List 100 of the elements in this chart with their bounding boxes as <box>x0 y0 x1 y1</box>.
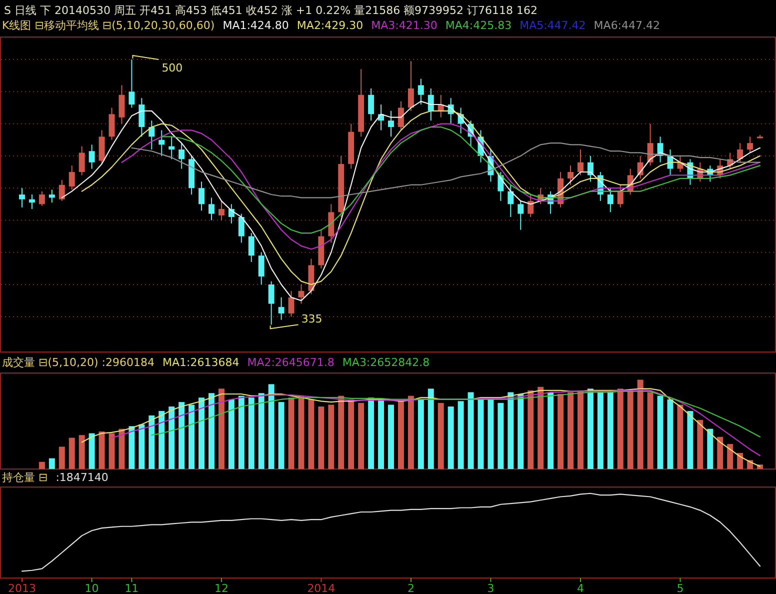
candlestick <box>388 110 394 138</box>
candlestick <box>268 280 274 326</box>
bar <box>637 380 644 469</box>
x-tick-label: 11 <box>124 582 139 594</box>
candlestick <box>128 59 135 108</box>
candlestick <box>118 84 125 124</box>
candlestick <box>617 184 624 208</box>
candlestick <box>607 188 614 213</box>
bar <box>667 399 674 469</box>
bar <box>38 462 45 469</box>
candlestick <box>19 188 25 208</box>
bar <box>158 410 165 469</box>
x-tick-label: 10 <box>84 582 99 594</box>
bar <box>228 399 234 469</box>
candlestick <box>248 232 254 262</box>
bar <box>568 392 574 469</box>
bar <box>617 388 624 469</box>
bar <box>98 432 105 469</box>
x-tick-label: 2013 <box>8 582 36 594</box>
candlestick <box>298 284 304 304</box>
candlestick <box>198 181 205 212</box>
candlestick <box>48 189 55 204</box>
x-tick-label: 12 <box>214 582 228 594</box>
legend-title: 持仓量 ⊟ <box>2 471 48 484</box>
bar <box>148 415 155 469</box>
bar <box>468 392 474 469</box>
candlestick <box>508 184 514 218</box>
candlestick <box>218 200 224 221</box>
bar <box>128 426 135 469</box>
candlestick <box>68 165 75 190</box>
candlestick <box>158 130 165 156</box>
bar <box>737 452 744 469</box>
candlestick <box>288 290 294 318</box>
candlestick <box>138 98 145 138</box>
bar <box>248 398 254 469</box>
bar <box>378 399 384 469</box>
bar <box>188 404 195 469</box>
legend: MA1:424.80 MA2:429.30 MA3:421.30 MA4:425.83 MA5:447.42 MA6:447.42 <box>222 19 660 32</box>
candlestick <box>208 197 214 221</box>
candlestick <box>398 100 404 131</box>
bar <box>607 390 614 469</box>
bar <box>178 402 185 469</box>
annotation: 500 <box>162 62 183 74</box>
bar <box>258 393 264 469</box>
bar <box>518 394 524 469</box>
candlestick <box>428 88 434 122</box>
bar <box>448 406 454 469</box>
bar <box>278 402 284 469</box>
bar <box>118 428 125 469</box>
bar <box>528 390 534 469</box>
bar <box>707 428 714 469</box>
candlestick <box>747 136 754 154</box>
chart-title: S 日线 下 20140530 周五 开451 高453 低451 收452 涨 +1 0.22% 量21586 额9739952 订76118 162 <box>4 4 538 17</box>
bar <box>168 406 175 469</box>
candlestick <box>168 136 175 160</box>
bar <box>538 386 544 469</box>
candlestick <box>368 88 374 122</box>
bar <box>727 444 734 469</box>
candlestick <box>88 144 95 170</box>
bar <box>88 433 95 469</box>
bar <box>408 396 414 469</box>
candlestick <box>278 296 284 320</box>
legend-title: 成交量 ⊟(5,10,20) :2960184 <box>2 356 154 369</box>
bar <box>438 402 444 469</box>
bar <box>647 392 654 469</box>
candlestick <box>108 107 115 140</box>
bar <box>558 394 564 469</box>
bar <box>597 392 604 469</box>
bar <box>318 406 324 469</box>
bar <box>108 433 115 469</box>
x-tick-label: 5 <box>676 582 684 594</box>
bar <box>577 390 584 469</box>
bar <box>548 392 554 469</box>
candlestick <box>518 200 524 230</box>
bar <box>68 438 75 469</box>
x-tick-label: 2014 <box>307 582 336 594</box>
candlestick <box>238 213 244 244</box>
candlestick <box>408 60 414 112</box>
bar <box>198 398 205 469</box>
legend-title: K线图 ⊟移动平均线 ⊟(5,10,20,30,60,60) <box>2 19 215 32</box>
legend: MA1:2613684 MA2:2645671.8 MA3:2652842.8 <box>162 356 430 369</box>
candlestick <box>58 180 65 202</box>
candlestick <box>577 149 584 176</box>
bar <box>328 404 334 469</box>
bar <box>238 396 244 469</box>
bar <box>418 399 424 469</box>
candlestick <box>528 194 534 218</box>
x-tick-label: 4 <box>576 582 584 594</box>
bar <box>268 384 274 469</box>
candlestick <box>737 142 744 163</box>
bar <box>348 399 354 469</box>
bar <box>398 401 404 469</box>
bar <box>657 396 664 469</box>
bar <box>288 398 294 469</box>
bar <box>687 410 694 469</box>
x-tick-label: 2 <box>407 582 414 594</box>
candlestick <box>28 194 35 210</box>
bar <box>697 420 704 469</box>
bar <box>627 390 634 469</box>
bar <box>498 402 504 469</box>
